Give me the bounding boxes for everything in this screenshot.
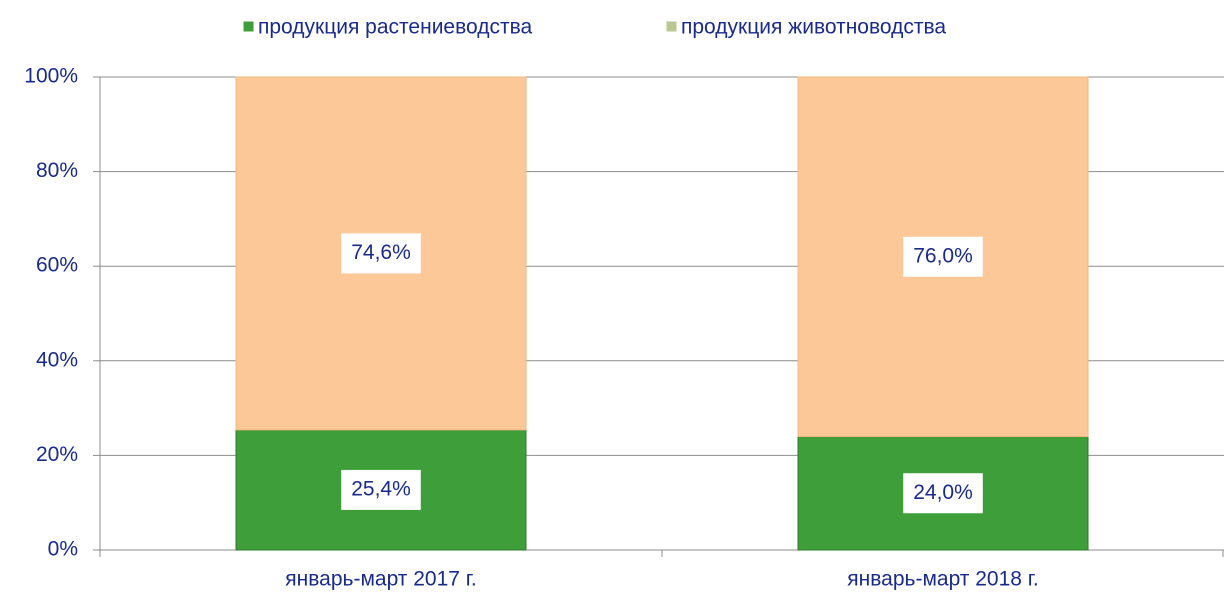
data-label-text: 24,0%	[913, 481, 973, 504]
data-label: 24,0%	[903, 473, 983, 514]
data-label-text: 25,4%	[351, 477, 411, 500]
legend: продукция растениеводства продукция живот…	[242, 16, 946, 39]
data-label: 25,4%	[341, 469, 421, 510]
data-label-box	[903, 236, 983, 277]
legend-swatch	[242, 20, 255, 33]
data-label-box	[903, 473, 983, 514]
data-label-box	[341, 233, 421, 274]
x-tick-label: январь-март 2017 г.	[285, 568, 476, 591]
y-tick-label: 20%	[36, 443, 78, 466]
data-label: 74,6%	[341, 233, 421, 274]
y-tick-label: 60%	[36, 254, 78, 277]
data-label-text: 76,0%	[913, 244, 973, 267]
legend-swatch	[665, 20, 678, 33]
legend-label: продукция растениеводства	[258, 16, 533, 39]
data-label: 76,0%	[903, 236, 983, 277]
data-label-box	[341, 469, 421, 510]
y-tick-label: 0%	[48, 538, 78, 561]
y-tick-label: 80%	[36, 159, 78, 182]
y-tick-label: 100%	[24, 65, 78, 88]
data-label-text: 74,6%	[351, 241, 411, 264]
y-tick-label: 40%	[36, 348, 78, 371]
legend-label: продукция животноводства	[681, 16, 946, 39]
x-tick-label: январь-март 2018 г.	[847, 568, 1038, 591]
